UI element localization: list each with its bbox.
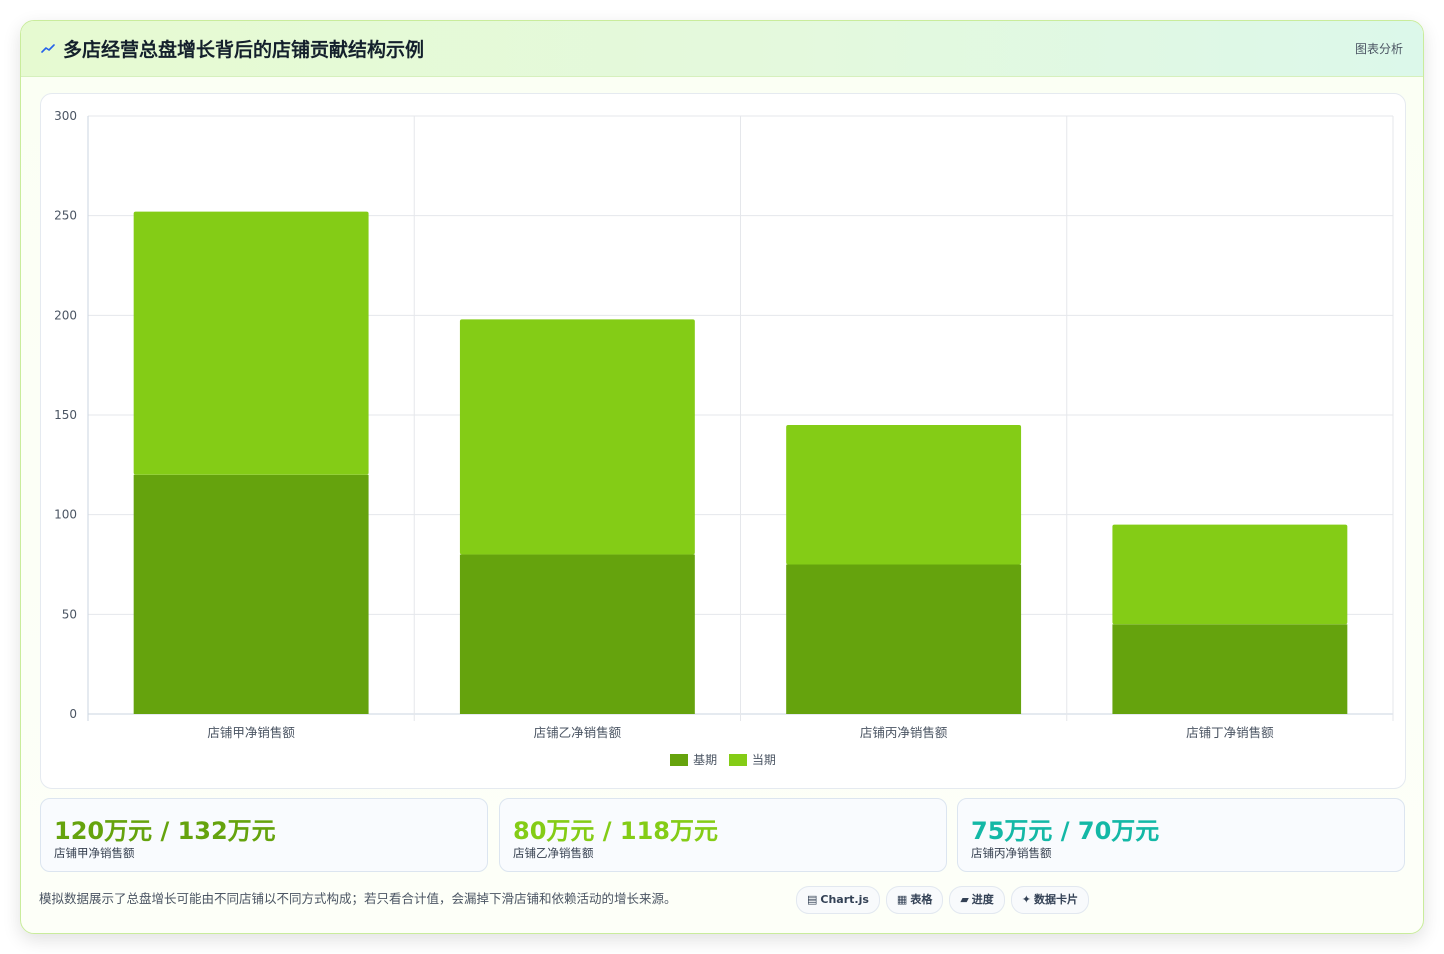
- stat-label: 店铺丙净销售额: [971, 846, 1052, 860]
- y-tick-label: 150: [54, 408, 77, 422]
- chart-legend: 基期 当期: [41, 751, 1405, 768]
- stat-value: 80万元 / 118万元: [513, 817, 718, 845]
- page-title: 多店经营总盘增长背后的店铺贡献结构示例: [63, 39, 425, 61]
- tag-list: ▤ Chart.js ▦ 表格 ▰ 进度 ✦ 数据卡片: [796, 886, 1095, 914]
- x-tick-label: 店铺丁净销售额: [1186, 725, 1274, 740]
- legend-swatch-current: [728, 754, 747, 766]
- y-tick-label: 50: [62, 607, 77, 621]
- stacked-bar-chart: 0 50 100 150 200 250 300 店铺甲净销售额 店铺乙净销售额 店铺丙净销售额 店…: [54, 109, 1394, 740]
- tag-label: 表格: [910, 893, 933, 906]
- tag-table[interactable]: ▦ 表格: [885, 886, 944, 914]
- bar-segment[interactable]: [786, 424, 1022, 565]
- chart-panel: 0 50 100 150 200 250 300 店铺甲净销售额 店铺乙净销售额 店铺丙净销售额 店…: [40, 93, 1406, 789]
- stat-card-store-c: 75万元 / 70万元 店铺丙净销售额: [957, 798, 1405, 872]
- stat-label: 店铺甲净销售额: [54, 846, 135, 860]
- bar-segment[interactable]: [459, 554, 695, 714]
- trend-line-icon: [41, 44, 55, 53]
- bar-segment[interactable]: [133, 211, 369, 475]
- x-tick-label: 店铺甲净销售额: [207, 725, 295, 740]
- y-tick-label: 200: [54, 308, 77, 322]
- x-tick-label: 店铺乙净销售额: [534, 725, 622, 740]
- bar-segment[interactable]: [133, 474, 369, 714]
- legend-swatch-base: [670, 754, 689, 766]
- stat-card-store-a: 120万元 / 132万元 店铺甲净销售额: [40, 798, 488, 872]
- legend-label-current: 当期: [751, 753, 776, 767]
- legend-item-base[interactable]: 基期: [670, 751, 717, 768]
- bar-segment[interactable]: [1112, 524, 1348, 625]
- tag-data-card[interactable]: ✦ 数据卡片: [1010, 886, 1090, 914]
- y-tick-label: 0: [69, 707, 77, 721]
- y-tick-label: 300: [54, 109, 77, 123]
- chart-card: 多店经营总盘增长背后的店铺贡献结构示例 图表分析 0 50 100 150 200 250…: [20, 20, 1424, 934]
- stat-value: 75万元 / 70万元: [971, 817, 1160, 845]
- stat-value: 120万元 / 132万元: [54, 817, 276, 845]
- tag-chartjs[interactable]: ▤ Chart.js: [796, 886, 880, 914]
- table-icon: ▦: [896, 893, 908, 906]
- analysis-label: 图表分析: [1354, 42, 1403, 56]
- tag-label: 数据卡片: [1034, 893, 1079, 906]
- x-tick-label: 店铺丙净销售额: [860, 725, 948, 740]
- tag-label: Chart.js: [820, 893, 869, 906]
- tag-progress[interactable]: ▰ 进度: [949, 886, 1005, 914]
- bar-segment[interactable]: [459, 319, 695, 555]
- footnote: 模拟数据展示了总盘增长可能由不同店铺以不同方式构成；若只看合计值，会漏掉下滑店铺…: [39, 891, 677, 906]
- card-icon: ✦: [1021, 893, 1032, 906]
- stat-card-store-b: 80万元 / 118万元 店铺乙净销售额: [499, 798, 947, 872]
- chart-icon: ▤: [807, 893, 818, 906]
- y-tick-label: 100: [54, 508, 77, 522]
- stat-label: 店铺乙净销售额: [513, 846, 594, 860]
- legend-item-current[interactable]: 当期: [728, 751, 776, 768]
- bar-segment[interactable]: [786, 564, 1022, 715]
- bar-segment[interactable]: [1112, 624, 1348, 714]
- tag-label: 进度: [971, 893, 994, 906]
- progress-icon: ▰: [960, 893, 969, 906]
- y-tick-label: 250: [54, 209, 77, 223]
- card-header: 多店经营总盘增长背后的店铺贡献结构示例 图表分析: [21, 21, 1423, 77]
- legend-label-base: 基期: [693, 753, 718, 767]
